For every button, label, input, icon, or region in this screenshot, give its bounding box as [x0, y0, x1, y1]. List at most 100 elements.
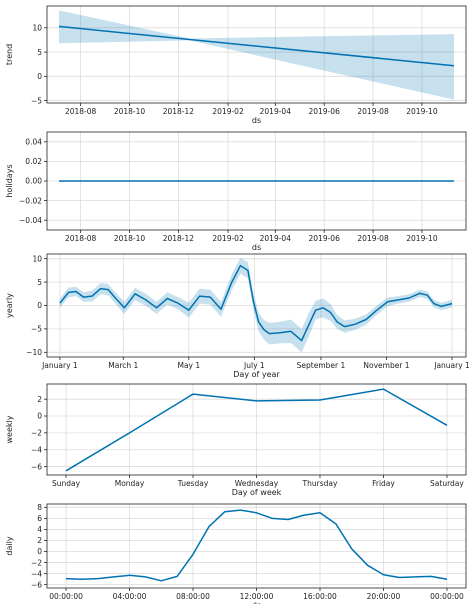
- trend-lines: [58, 25, 455, 67]
- trend-x-tick-label: 2019-04: [260, 107, 292, 116]
- holidays-x-axis-label: ds: [252, 243, 261, 252]
- daily-y-ticks: −6 −4 −2 0 2 4 6 8: [31, 503, 47, 589]
- weekly-x-tick-label: Wednesday: [235, 479, 279, 488]
- yearly-uncertainty-band: [59, 257, 453, 353]
- daily-x-axis-label: ds: [252, 601, 261, 604]
- trend-y-tick-label: 0: [37, 72, 42, 81]
- yearly-x-tick-label: September 1: [297, 361, 346, 370]
- yearly-y-tick-label: −5: [31, 325, 42, 334]
- weekly-x-tick-label: Tuesday: [177, 479, 209, 488]
- weekly-y-tick-label: −6: [31, 462, 42, 471]
- weekly-y-ticks: −6 −4 −2 0 2: [31, 395, 47, 471]
- weekly-y-tick-label: 2: [37, 395, 42, 404]
- trend-x-tick-label: 2019-08: [357, 107, 389, 116]
- daily-x-tick-label: 08:00:00: [176, 592, 210, 601]
- yearly-y-ticks: −10 −5 0 5 10: [26, 254, 47, 357]
- weekly-y-tick-label: −2: [31, 429, 42, 438]
- yearly-x-axis-label: Day of year: [233, 370, 280, 379]
- holidays-x-tick-label: 2019-06: [309, 234, 341, 243]
- holidays-x-tick-label: 2019-02: [212, 234, 244, 243]
- holidays-y-axis-label: holidays: [5, 164, 14, 197]
- weekly-x-tick-label: Thursday: [302, 479, 338, 488]
- holidays-x-tick-label: 2019-04: [260, 234, 292, 243]
- yearly-lines: [59, 264, 453, 342]
- weekly-x-tick-label: Saturday: [430, 479, 464, 488]
- yearly-panel: January 1 March 1 May 1 July 1 September 1 No…: [5, 253, 470, 379]
- daily-y-axis-label: daily: [5, 536, 14, 555]
- daily-x-tick-label: 12:00:00: [240, 592, 274, 601]
- trend-x-tick-label: 2018-08: [65, 107, 97, 116]
- holidays-y-ticks: −0.04 −0.02 0.00 0.02 0.04: [19, 138, 47, 225]
- daily-y-tick-label: −2: [31, 558, 42, 567]
- yearly-x-ticks: January 1 March 1 May 1 July 1 September 1 No…: [41, 357, 470, 370]
- daily-y-tick-label: 8: [37, 503, 42, 512]
- daily-x-tick-label: 04:00:00: [113, 592, 147, 601]
- daily-x-tick-label: 16:00:00: [303, 592, 337, 601]
- weekly-lines: [65, 388, 448, 472]
- holidays-y-tick-label: −0.04: [19, 216, 42, 225]
- yearly-y-tick-label: 5: [37, 278, 42, 287]
- weekly-y-tick-label: −4: [31, 445, 42, 454]
- daily-y-tick-label: −6: [31, 580, 42, 589]
- yearly-x-tick-label: May 1: [177, 361, 200, 370]
- yearly-y-tick-label: 0: [37, 301, 42, 310]
- yearly-x-tick-label: November 1: [363, 361, 409, 370]
- weekly-x-ticks: Sunday Monday Tuesday Wednesday Thursday Frid…: [52, 475, 464, 488]
- trend-y-tick-label: 5: [37, 48, 42, 57]
- holidays-panel: 2018-08 2018-10 2018-12 2019-02 2019-04 2019-…: [5, 131, 467, 252]
- trend-series-line: [58, 25, 455, 67]
- daily-x-tick-label: 20:00:00: [367, 592, 401, 601]
- holidays-x-tick-label: 2019-08: [357, 234, 389, 243]
- daily-y-tick-label: 4: [37, 525, 42, 534]
- holidays-x-tick-label: 2019-10: [406, 234, 438, 243]
- holidays-y-tick-label: −0.02: [19, 196, 42, 205]
- daily-x-tick-label: 00:00:00: [49, 592, 83, 601]
- trend-panel: 2018-08 2018-10 2018-12 2019-02 2019-04 2019-…: [5, 5, 467, 125]
- weekly-x-tick-label: Sunday: [52, 479, 81, 488]
- daily-grid: [47, 504, 466, 588]
- trend-x-tick-label: 2018-10: [114, 107, 146, 116]
- trend-x-tick-label: 2019-10: [406, 107, 438, 116]
- trend-axes-frame: [46, 5, 467, 104]
- yearly-x-tick-label: July 1: [243, 361, 265, 370]
- daily-x-tick-label: 00:00:00: [430, 592, 464, 601]
- weekly-y-axis-label: weekly: [5, 415, 14, 443]
- holidays-x-tick-label: 2018-10: [114, 234, 146, 243]
- trend-x-ticks: 2018-08 2018-10 2018-12 2019-02 2019-04 2019-…: [65, 103, 438, 116]
- daily-y-tick-label: 0: [37, 547, 42, 556]
- trend-y-tick-label: 10: [32, 24, 42, 33]
- trend-grid: [47, 6, 466, 103]
- weekly-y-tick-label: 0: [37, 412, 42, 421]
- yearly-series-line: [59, 264, 453, 342]
- daily-x-ticks: 00:00:00 04:00:00 08:00:00 12:00:00 16:00:00…: [49, 588, 464, 601]
- trend-x-tick-label: 2019-06: [309, 107, 341, 116]
- daily-y-tick-label: −4: [31, 569, 42, 578]
- yearly-y-tick-label: 10: [32, 254, 42, 263]
- daily-panel: 00:00:00 04:00:00 08:00:00 12:00:00 16:00:00…: [5, 503, 467, 604]
- yearly-y-axis-label: yearly: [5, 293, 14, 318]
- holidays-y-tick-label: 0.04: [25, 138, 42, 147]
- weekly-panel: Sunday Monday Tuesday Wednesday Thursday Frid…: [5, 383, 467, 497]
- holidays-x-ticks: 2018-08 2018-10 2018-12 2019-02 2019-04 2019-…: [65, 230, 438, 243]
- holidays-y-tick-label: 0.00: [25, 177, 42, 186]
- holidays-x-tick-label: 2018-08: [65, 234, 97, 243]
- weekly-x-tick-label: Monday: [115, 479, 145, 488]
- weekly-grid: [47, 384, 466, 475]
- trend-y-tick-label: −5: [31, 96, 42, 105]
- daily-series-line: [65, 509, 448, 582]
- trend-uncertainty-band: [59, 10, 454, 100]
- weekly-x-axis-label: Day of week: [232, 488, 282, 497]
- trend-y-ticks: −5 0 5 10: [31, 24, 47, 105]
- holidays-x-tick-label: 2018-12: [163, 234, 195, 243]
- yearly-x-tick-label: March 1: [108, 361, 138, 370]
- trend-x-tick-label: 2019-02: [212, 107, 244, 116]
- holidays-y-tick-label: 0.02: [25, 157, 42, 166]
- daily-y-tick-label: 6: [37, 514, 42, 523]
- daily-lines: [65, 509, 448, 582]
- weekly-series-line: [65, 388, 448, 472]
- trend-x-tick-label: 2018-12: [163, 107, 195, 116]
- trend-x-axis-label: ds: [252, 116, 261, 125]
- yearly-x-tick-label: January 1: [41, 361, 78, 370]
- yearly-x-tick-label: January 1: [433, 361, 470, 370]
